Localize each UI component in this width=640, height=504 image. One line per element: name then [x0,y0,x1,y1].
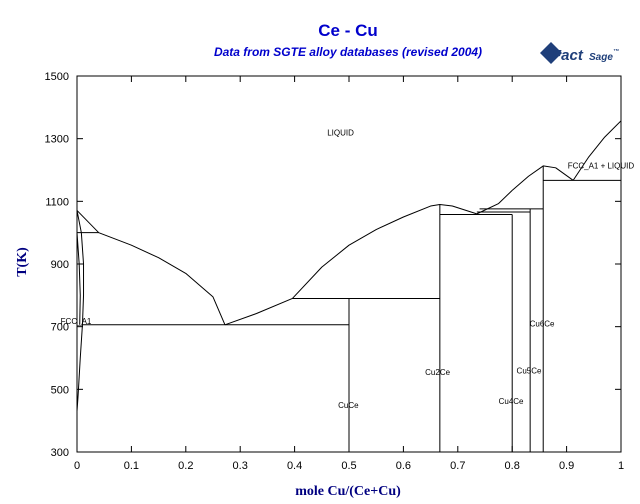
phase-label: Cu6Ce [530,320,555,329]
phase-label: Cu4Ce [499,397,524,406]
x-tick-label: 0.6 [396,460,411,472]
factsage-logo: Fact Sage ™ [540,42,619,64]
y-tick-labels: 300 500 700 900 1100 1300 1500 [45,71,69,459]
logo-text-main: Fact [552,47,584,64]
logo-text-sub: Sage [589,52,613,63]
phase-label: Cu2Ce [425,368,450,377]
phase-label: FCC_A1 + LIQUID [568,162,635,171]
chart-subtitle: Data from SGTE alloy databases (revised … [214,45,482,59]
x-tick-labels: 0 0.1 0.2 0.3 0.4 0.5 0.6 0.7 0.8 0.9 1 [74,460,624,472]
chart-title: Ce - Cu [318,21,378,40]
x-tick-label: 0.9 [559,460,574,472]
boundary-liquidus-cuce [224,298,293,326]
y-tick-label: 700 [51,322,69,334]
phase-label: Cu5Ce [517,367,542,376]
y-tick-label: 500 [51,384,69,396]
logo-diamond-icon [540,42,562,64]
phase-label: CuCe [338,401,359,410]
boundary-fcc-solvus-b [77,232,81,325]
boundary-liquidus-cu2ce [292,203,477,299]
y-tick-label: 300 [51,447,69,459]
phase-boundaries [77,120,621,452]
boundary-fcc-solvus-a [77,210,85,412]
y-tick-label: 1500 [45,71,69,83]
y-tick-label: 900 [51,259,69,271]
phase-label: LIQUID [327,129,354,138]
x-tick-label: 1 [618,460,624,472]
x-tick-label: 0.4 [287,460,302,472]
y-axis-title: T(K) [15,247,30,277]
phase-label: FCC_A1 [61,317,92,326]
x-tick-label: 0 [74,460,80,472]
phase-labels: LIQUID FCC_A1 + LIQUID FCC_A1 CuCe Cu2Ce Cu4C… [61,129,635,411]
x-tick-label: 0.2 [178,460,193,472]
x-tick-label: 0.5 [341,460,356,472]
logo-trademark: ™ [613,48,619,55]
y-tick-label: 1300 [45,134,69,146]
boundary-liquidus-cu4ce [476,190,513,215]
x-tick-label: 0.3 [233,460,248,472]
boundary-liquidus-cu6ce [511,165,574,191]
boundary-liquidus-ce-side [77,210,226,325]
y-tick-label: 1100 [45,196,69,208]
x-axis-title: mole Cu/(Ce+Cu) [295,484,401,499]
x-tick-label: 0.1 [124,460,139,472]
x-tick-label: 0.7 [450,460,465,472]
x-tick-label: 0.8 [505,460,520,472]
boundary-liquidus-cu-side [572,120,621,181]
